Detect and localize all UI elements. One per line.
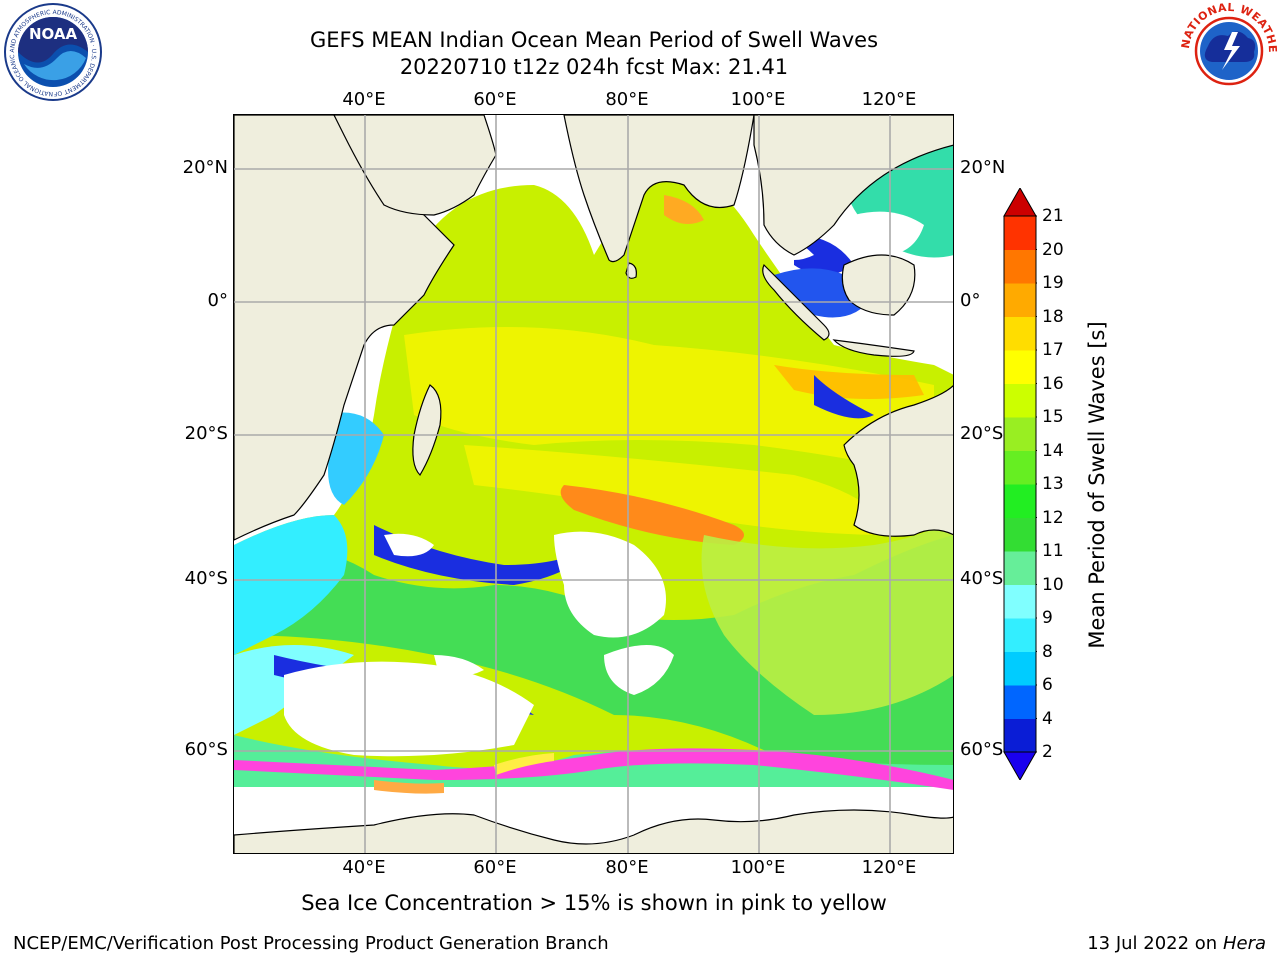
colorbar-band	[1004, 685, 1036, 719]
lon-tick-bottom-80e: 80°E	[605, 857, 649, 878]
colorbar-band	[1004, 216, 1036, 250]
lon-tick-top-40e: 40°E	[342, 89, 386, 110]
colorbar-band	[1004, 584, 1036, 619]
footer-date-text: 13 Jul 2022 on	[1087, 933, 1223, 954]
colorbar	[1003, 188, 1037, 780]
colorbar-tick-label: 10	[1042, 574, 1064, 595]
lat-tick-right-20s: 20°S	[960, 423, 1004, 444]
footer-branch: NCEP/EMC/Verification Post Processing Pr…	[13, 933, 609, 954]
colorbar-tick-label: 20	[1042, 239, 1064, 260]
swell-period-map	[233, 114, 954, 854]
colorbar-tick-label: 11	[1042, 541, 1064, 561]
lat-tick-right-0: 0°	[960, 290, 981, 311]
footer-host: Hera	[1222, 933, 1266, 954]
lon-tick-top-120e: 120°E	[861, 89, 917, 110]
lon-tick-bottom-100e: 100°E	[730, 857, 786, 878]
colorbar-tick-label: 14	[1042, 440, 1064, 461]
colorbar-title: Mean Period of Swell Waves [s]	[1085, 321, 1109, 649]
colorbar-band	[1004, 484, 1036, 518]
lat-tick-right-40s: 40°S	[960, 568, 1004, 589]
lon-tick-top-80e: 80°E	[605, 89, 649, 110]
lat-tick-left-20s: 20°S	[184, 423, 228, 444]
lon-tick-top-60e: 60°E	[473, 89, 517, 110]
footer-date: 13 Jul 2022 on Hera	[1087, 933, 1266, 954]
colorbar-band	[1004, 417, 1036, 451]
graticule	[234, 115, 953, 853]
colorbar-band	[1004, 350, 1036, 384]
nws-logo: NATIONAL WEATHER SERVICE	[1180, 2, 1278, 98]
chart-subtitle: 20220710 t12z 024h fcst Max: 21.41	[399, 55, 789, 79]
lat-tick-left-60s: 60°S	[184, 739, 228, 760]
land-masses	[234, 115, 953, 853]
lat-tick-left-20n: 20°N	[182, 157, 228, 178]
colorbar-band	[1004, 249, 1036, 284]
noaa-logo-text: NOAA	[29, 25, 78, 43]
colorbar-tick-label: 18	[1042, 306, 1064, 327]
colorbar-tick-label: 21	[1042, 206, 1064, 226]
colorbar-tick-label: 9	[1042, 608, 1053, 628]
colorbar-tick-label: 6	[1042, 675, 1053, 695]
colorbar-band	[1004, 551, 1036, 585]
colorbar-band	[1004, 450, 1036, 485]
colorbar-tick-label: 13	[1042, 474, 1064, 494]
sea-ice-caption: Sea Ice Concentration > 15% is shown in …	[301, 891, 887, 915]
lon-tick-bottom-120e: 120°E	[861, 857, 917, 878]
colorbar-tick-label: 16	[1042, 373, 1064, 394]
colorbar-band	[1004, 651, 1036, 686]
lon-tick-bottom-40e: 40°E	[342, 857, 386, 878]
lon-tick-bottom-60e: 60°E	[473, 857, 517, 878]
colorbar-tick-label: 2	[1042, 742, 1053, 762]
lon-tick-top-100e: 100°E	[730, 89, 786, 110]
colorbar-tick-label: 4	[1042, 708, 1053, 729]
colorbar-tick-label: 15	[1042, 407, 1064, 427]
lat-tick-right-20n: 20°N	[960, 157, 1006, 178]
colorbar-band	[1004, 718, 1036, 753]
colorbar-under-triangle	[1003, 751, 1037, 780]
sea-ice-band	[234, 748, 953, 794]
lat-tick-right-60s: 60°S	[960, 739, 1004, 760]
noaa-logo: NOAA NATIONAL OCEANIC AND ATMOSPHERIC AD…	[2, 2, 102, 101]
colorbar-tick-label: 17	[1042, 340, 1064, 360]
lat-tick-left-0: 0°	[207, 290, 228, 311]
colorbar-tick-label: 19	[1042, 273, 1064, 293]
colorbar-band	[1004, 283, 1036, 317]
colorbar-over-triangle	[1003, 188, 1037, 217]
colorbar-band	[1004, 383, 1036, 418]
lat-tick-left-40s: 40°S	[184, 568, 228, 589]
colorbar-band	[1004, 517, 1036, 552]
colorbar-band	[1004, 316, 1036, 351]
colorbar-tick-label: 8	[1042, 641, 1053, 662]
map-canvas	[234, 115, 953, 853]
colorbar-tick-label: 12	[1042, 507, 1064, 528]
chart-title: GEFS MEAN Indian Ocean Mean Period of Sw…	[309, 28, 879, 52]
colorbar-band	[1004, 618, 1036, 652]
